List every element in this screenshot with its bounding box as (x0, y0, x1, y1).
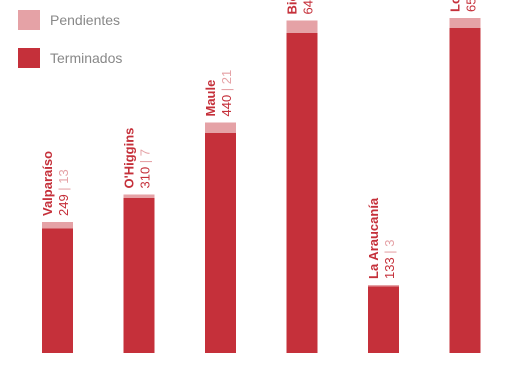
bar-pendientes (286, 20, 318, 33)
category-label: Maule (203, 80, 218, 117)
value-label: 650 | 20 (464, 0, 479, 12)
bar-terminados (368, 286, 399, 353)
legend: Pendientes Terminados (18, 10, 122, 86)
legend-swatch-terminados (18, 48, 40, 68)
category-label: La Araucanía (366, 197, 381, 279)
bar-terminados (42, 228, 73, 353)
legend-label-terminados: Terminados (50, 50, 123, 66)
category-label: Valparaíso (40, 151, 55, 216)
value-label: 310 | 7 (138, 149, 153, 189)
value-label: 133 | 3 (382, 239, 397, 279)
legend-item-pendientes: Pendientes (18, 10, 122, 30)
bar-pendientes (123, 194, 155, 198)
category-label: Los Lagos (448, 0, 463, 12)
bar-terminados (123, 198, 155, 353)
value-label: 440 | 21 (219, 70, 234, 117)
value-label: 640 | 25 (301, 0, 316, 15)
value-label: 249 | 13 (56, 169, 71, 216)
bar-terminados (286, 33, 318, 353)
category-label: O'Higgins (122, 128, 137, 189)
category-label: Biobío (285, 0, 300, 15)
legend-label-pendientes: Pendientes (50, 12, 121, 28)
labels-group: Valparaíso 249 | 13 O'Higgins 310 | 7 Maule 4… (40, 0, 479, 279)
bar-pendientes (42, 222, 73, 229)
bars-group (42, 18, 481, 353)
legend-item-terminados: Terminados (18, 48, 122, 68)
legend-swatch-pendientes (18, 10, 40, 30)
bar-terminados (449, 28, 481, 353)
bar-pendientes (205, 122, 236, 133)
bar-pendientes (368, 285, 399, 287)
bar-terminados (205, 133, 236, 353)
bar-pendientes (449, 18, 481, 28)
